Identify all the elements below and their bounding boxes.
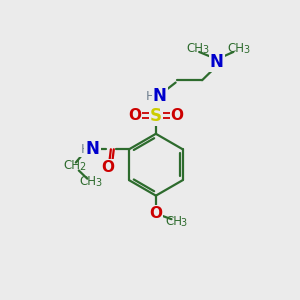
Text: O: O <box>101 160 114 175</box>
Text: 3: 3 <box>95 178 102 188</box>
Text: N: N <box>153 87 167 105</box>
Text: CH: CH <box>187 42 204 55</box>
Text: H: H <box>146 90 155 103</box>
Text: CH: CH <box>80 176 97 188</box>
Text: O: O <box>149 206 162 221</box>
Text: S: S <box>150 106 162 124</box>
Text: CH: CH <box>63 159 80 172</box>
Text: CH: CH <box>165 215 182 228</box>
Text: 3: 3 <box>202 45 208 55</box>
Text: O: O <box>128 108 141 123</box>
Text: N: N <box>86 140 100 158</box>
Text: 3: 3 <box>181 218 187 228</box>
Text: N: N <box>210 53 224 71</box>
Text: H: H <box>81 143 90 156</box>
Text: 3: 3 <box>243 45 249 55</box>
Text: CH: CH <box>228 42 245 55</box>
Text: 2: 2 <box>79 162 85 172</box>
Text: O: O <box>171 108 184 123</box>
